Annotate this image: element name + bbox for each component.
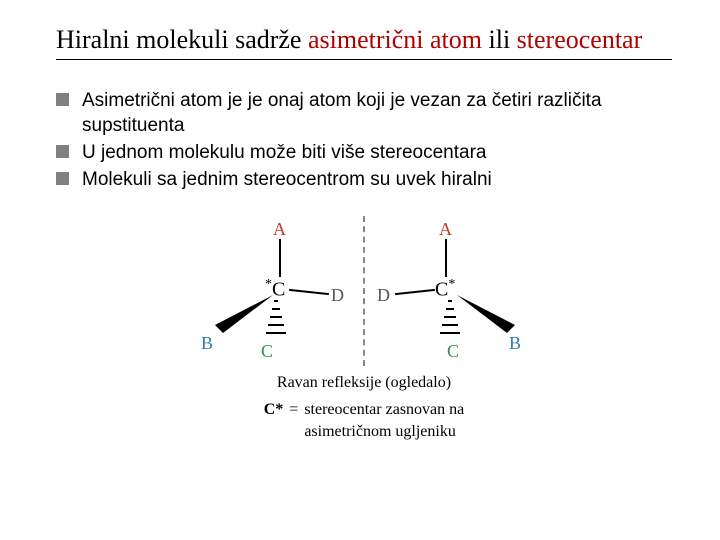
wedge-hashed-icon xyxy=(263,299,289,343)
molecule-pair: A *C B C D xyxy=(203,216,525,366)
caption-line2: C* = stereocentar zasnovan na asimetričn… xyxy=(264,399,465,442)
title-highlight: asimetrični atom xyxy=(308,25,482,54)
figure: A *C B C D xyxy=(56,216,672,443)
bond-line xyxy=(289,289,329,295)
bond-line xyxy=(279,239,281,277)
atom-a-label: A xyxy=(273,219,286,240)
caption-eq: = xyxy=(289,399,298,421)
bond-line xyxy=(445,239,447,277)
bond-line xyxy=(395,289,435,295)
bullet-list: Asimetrični atom je je onaj atom koji je… xyxy=(56,88,672,192)
figure-caption: Ravan refleksije (ogledalo) C* = stereoc… xyxy=(264,372,465,443)
atom-c-label: C xyxy=(261,341,273,362)
bullet-item: U jednom molekulu može biti više stereoc… xyxy=(56,140,672,165)
title-part2: ili xyxy=(482,25,517,54)
caption-line1: Ravan refleksije (ogledalo) xyxy=(264,372,465,394)
molecule-right: A C* D C B xyxy=(375,221,525,361)
atom-a-label: A xyxy=(439,219,452,240)
atom-b-label: B xyxy=(201,333,213,354)
caption-cstar: C* xyxy=(264,399,284,421)
caption-defn: stereocentar zasnovan na asimetričnom ug… xyxy=(304,399,464,442)
title-part3: stereocentar xyxy=(517,25,643,54)
atom-c-label: C xyxy=(447,341,459,362)
bullet-item: Asimetrični atom je je onaj atom koji je… xyxy=(56,88,672,138)
atom-d-label: D xyxy=(377,285,390,306)
mirror-plane xyxy=(363,216,365,366)
title-part1: Hiralni molekuli sadrže xyxy=(56,25,308,54)
molecule-left: A *C B C D xyxy=(203,221,353,361)
bullet-item: Molekuli sa jednim stereocentrom su uvek… xyxy=(56,167,672,192)
atom-d-label: D xyxy=(331,285,344,306)
wedge-hashed-icon xyxy=(437,299,463,343)
slide-title: Hiralni molekuli sadrže asimetrični atom… xyxy=(56,24,672,60)
